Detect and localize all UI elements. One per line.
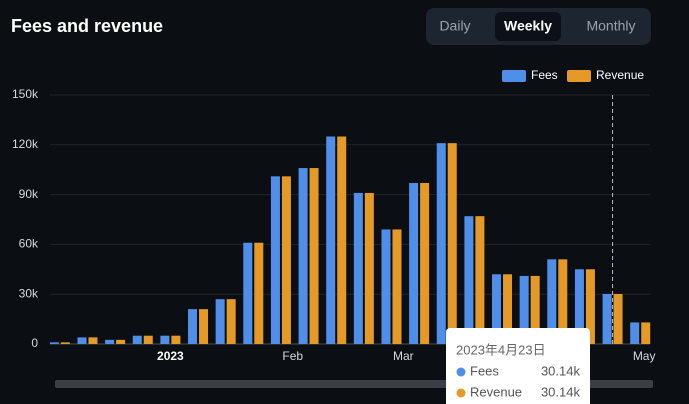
legend-label: Fees xyxy=(531,68,558,82)
bar[interactable] xyxy=(281,176,291,344)
bar[interactable] xyxy=(77,337,87,344)
bar[interactable] xyxy=(160,335,170,344)
legend-swatch xyxy=(502,70,526,82)
tooltip-value: 30.14k xyxy=(541,384,581,399)
tooltip-name: Fees xyxy=(470,363,499,378)
bar[interactable] xyxy=(602,293,612,344)
bar[interactable] xyxy=(436,143,446,344)
y-tick-label: 150k xyxy=(12,87,39,101)
bar[interactable] xyxy=(475,216,485,344)
chart-title: Fees and revenue xyxy=(11,16,163,36)
bar[interactable] xyxy=(641,322,651,344)
x-tick-label: Mar xyxy=(393,349,414,363)
bar[interactable] xyxy=(337,136,347,345)
bar[interactable] xyxy=(132,335,142,344)
bar[interactable] xyxy=(574,269,584,344)
x-tick-label: Feb xyxy=(282,349,303,363)
bar[interactable] xyxy=(243,242,253,344)
bar[interactable] xyxy=(353,192,363,344)
tooltip xyxy=(446,328,590,404)
bar[interactable] xyxy=(270,176,280,344)
x-tick-label: 2023 xyxy=(157,349,184,363)
bar[interactable] xyxy=(630,322,640,344)
bar[interactable] xyxy=(585,269,595,344)
bar[interactable] xyxy=(392,229,402,344)
legend-label: Revenue xyxy=(596,68,644,82)
bar[interactable] xyxy=(171,335,181,344)
bar[interactable] xyxy=(215,299,225,344)
bar[interactable] xyxy=(88,337,98,344)
bar[interactable] xyxy=(116,339,126,344)
tooltip-date: 2023年4月23日 xyxy=(456,342,546,357)
bar[interactable] xyxy=(492,274,502,344)
y-tick-label: 30k xyxy=(19,286,39,300)
bar[interactable] xyxy=(530,275,540,344)
bar[interactable] xyxy=(60,342,70,344)
bar[interactable] xyxy=(199,309,209,344)
bar[interactable] xyxy=(309,168,319,344)
bar[interactable] xyxy=(188,309,198,344)
period-button[interactable]: Monthly xyxy=(586,18,635,34)
tooltip-marker xyxy=(456,388,466,398)
period-button[interactable]: Daily xyxy=(439,18,470,34)
bar[interactable] xyxy=(447,143,457,344)
y-tick-label: 60k xyxy=(19,237,39,251)
bar[interactable] xyxy=(364,192,374,344)
bar[interactable] xyxy=(298,168,308,344)
bar[interactable] xyxy=(613,293,623,344)
bar[interactable] xyxy=(326,136,336,345)
bar[interactable] xyxy=(105,339,115,344)
bar[interactable] xyxy=(420,182,430,344)
tooltip-value: 30.14k xyxy=(541,363,581,378)
y-tick-label: 0 xyxy=(31,336,38,350)
x-tick-label: May xyxy=(633,349,656,363)
bar[interactable] xyxy=(409,182,419,344)
bar[interactable] xyxy=(464,216,474,344)
bar[interactable] xyxy=(547,259,557,344)
y-tick-label: 90k xyxy=(19,187,39,201)
bar[interactable] xyxy=(503,274,513,344)
period-button[interactable]: Weekly xyxy=(504,18,552,34)
tooltip-marker xyxy=(456,367,466,377)
bar[interactable] xyxy=(49,342,59,344)
bar[interactable] xyxy=(381,229,391,344)
bar[interactable] xyxy=(519,275,529,344)
tooltip-name: Revenue xyxy=(470,384,522,399)
legend-swatch xyxy=(567,70,591,82)
bar[interactable] xyxy=(558,259,568,344)
bar[interactable] xyxy=(254,242,264,344)
bar[interactable] xyxy=(226,299,236,344)
bar[interactable] xyxy=(143,335,153,344)
y-tick-label: 120k xyxy=(12,137,39,151)
period-selected xyxy=(495,12,561,41)
